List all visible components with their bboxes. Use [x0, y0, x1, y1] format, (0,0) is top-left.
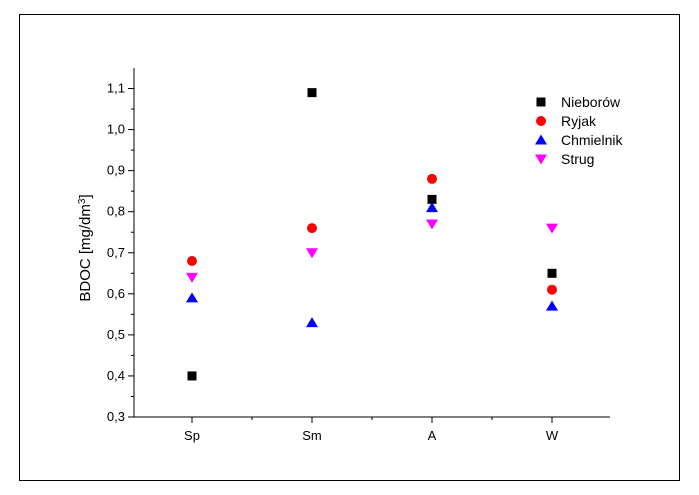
- y-tick-label: 0,5: [107, 327, 125, 342]
- legend-label-niebor-w: Nieborów: [561, 94, 621, 110]
- point-strug: [546, 223, 558, 234]
- point-strug: [186, 272, 198, 283]
- y-tick-label: 0,6: [107, 286, 125, 301]
- legend-marker-ryjak: [536, 116, 546, 126]
- axes: 0,3 0,4 0,5 0,6 0,7 0,8 0,9 1,0 1,1 Sp Sm A W: [107, 68, 610, 443]
- point-chmielnik: [306, 317, 318, 328]
- point-ryjak: [187, 255, 197, 266]
- y-tick-label: 1,1: [107, 81, 125, 96]
- legend-marker-strug: [535, 154, 547, 165]
- point-chmielnik: [426, 202, 438, 213]
- y-tick-label: 0,8: [107, 204, 125, 219]
- point-ryjak: [547, 284, 557, 295]
- legend: Nieborów Ryjak Chmielnik Strug: [535, 94, 623, 167]
- data-points: [186, 88, 558, 381]
- legend-marker-niebor-w: [536, 97, 546, 107]
- y-tick-label: 0,3: [107, 409, 125, 424]
- point-niebor-w: [547, 268, 557, 278]
- y-tick-label: 0,9: [107, 163, 125, 178]
- legend-marker-chmielnik: [535, 134, 547, 145]
- point-ryjak: [427, 173, 437, 184]
- y-axis-label-end: ]: [77, 194, 94, 198]
- point-strug: [306, 248, 318, 259]
- point-niebor-w: [427, 194, 437, 204]
- point-strug: [426, 219, 438, 230]
- y-axis-label: BDOC [mg/dm3]: [77, 194, 95, 301]
- legend-label-strug: Strug: [561, 151, 594, 167]
- point-niebor-w: [187, 371, 197, 381]
- point-niebor-w: [307, 88, 317, 98]
- legend-label-ryjak: Ryjak: [561, 113, 597, 129]
- x-tick-label: Sp: [184, 428, 200, 443]
- y-axis-label-main: BDOC [mg/dm: [77, 204, 94, 302]
- y-tick-label: 0,4: [107, 368, 125, 383]
- point-chmielnik: [186, 292, 198, 303]
- x-tick-label: A: [428, 428, 437, 443]
- y-tick-label: 1,0: [107, 122, 125, 137]
- x-tick-label: W: [546, 428, 559, 443]
- chart-frame: [19, 14, 680, 481]
- x-tick-label: Sm: [302, 428, 322, 443]
- legend-label-chmielnik: Chmielnik: [561, 132, 623, 148]
- point-ryjak: [307, 223, 317, 234]
- y-axis-label-sup: 3: [77, 198, 88, 204]
- point-chmielnik: [546, 300, 558, 311]
- y-tick-label: 0,7: [107, 245, 125, 260]
